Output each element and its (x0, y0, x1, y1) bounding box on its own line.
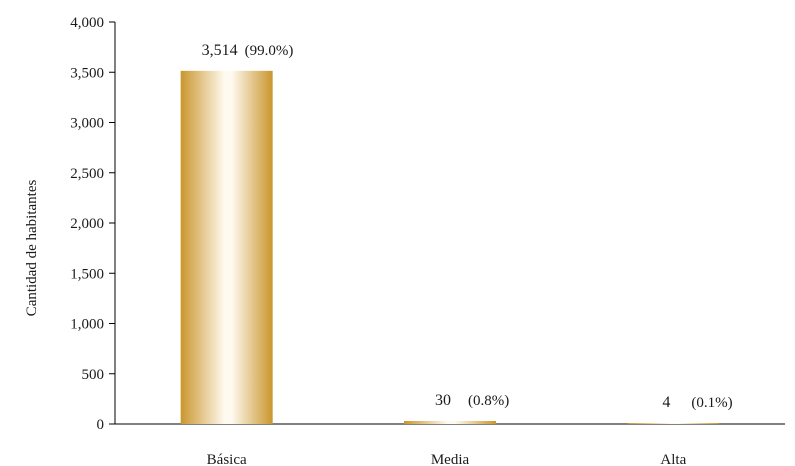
bar-percent-label: (0.8%) (468, 393, 509, 409)
bar (627, 423, 720, 424)
y-ticks: 0 500 1,000 1,500 2,000 2,500 3,000 3,500 4,000 (70, 15, 115, 433)
y-tick-label: 1,000 (70, 317, 104, 333)
y-tick-label: 500 (82, 367, 105, 383)
bar-value-label: 4 (662, 394, 670, 411)
bar-percent-label: (0.1%) (691, 395, 732, 411)
bars (180, 70, 720, 424)
y-tick-label: 4,000 (70, 15, 104, 31)
bar (404, 420, 496, 424)
bar-value-label: 3,514 (202, 42, 238, 59)
bar (180, 70, 273, 424)
category-labels: Básica Media Alta (207, 452, 687, 466)
y-tick-label: 0 (97, 417, 105, 433)
x-category-label: Básica (207, 452, 247, 466)
bar-value-label: 30 (435, 392, 451, 409)
y-tick-label: 3,000 (70, 116, 104, 132)
x-category-label: Media (431, 452, 470, 466)
y-axis-title: Cantidad de habitantes (24, 180, 40, 317)
y-tick-label: 3,500 (70, 65, 104, 81)
x-category-label: Alta (660, 452, 686, 466)
y-tick-label: 2,500 (70, 166, 104, 182)
y-tick-label: 1,500 (70, 266, 104, 282)
data-labels: 3,514 (99.0%) 30 (0.8%) 4 (0.1%) (202, 42, 733, 411)
y-tick-label: 2,000 (70, 216, 104, 232)
bar-percent-label: (99.0%) (245, 43, 294, 59)
